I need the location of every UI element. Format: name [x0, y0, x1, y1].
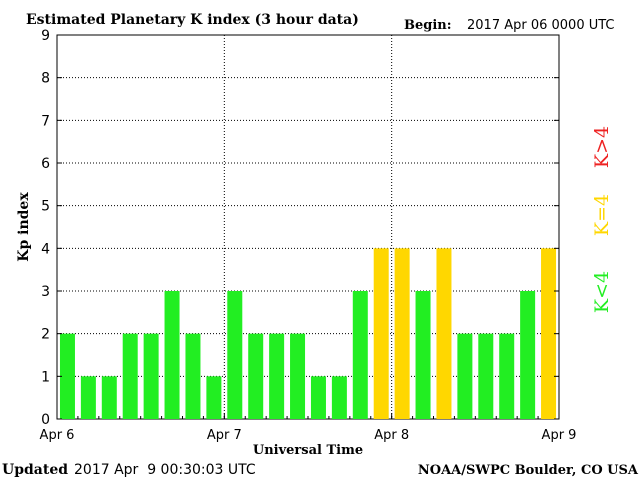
- y-tick-label: 9: [41, 28, 50, 44]
- kp-bar: [394, 248, 410, 419]
- x-axis-label: Universal Time: [253, 443, 363, 458]
- kp-bar: [143, 333, 159, 419]
- legend-equal-4: K=4: [591, 194, 613, 236]
- kp-bar: [227, 291, 243, 419]
- kp-bar: [331, 376, 347, 419]
- y-tick-label: 2: [41, 327, 50, 343]
- x-tick-label: Apr 6: [40, 428, 75, 443]
- kp-bar: [478, 333, 494, 419]
- kp-bar: [122, 333, 138, 419]
- kp-bar: [436, 248, 452, 419]
- kp-bar: [520, 291, 536, 419]
- kp-bar: [80, 376, 96, 419]
- kp-bar: [248, 333, 264, 419]
- kp-bar: [59, 333, 75, 419]
- source-credit: NOAA/SWPC Boulder, CO USA: [418, 463, 639, 478]
- kp-bar: [185, 333, 201, 419]
- begin-value: 2017 Apr 06 0000 UTC: [467, 18, 615, 33]
- y-tick-label: 5: [41, 199, 50, 215]
- legend-above-4: K>4: [591, 126, 613, 168]
- x-ticks: Apr 6 Apr 7 Apr 8 Apr 9: [40, 413, 577, 443]
- kp-bar: [101, 376, 117, 419]
- kp-bar: [373, 248, 389, 419]
- kp-bar: [310, 376, 326, 419]
- updated-label: Updated: [2, 462, 68, 478]
- legend-below-4: K<4: [591, 271, 613, 313]
- y-axis-label: Kp index: [16, 192, 32, 262]
- updated-value: 2017 Apr 9 00:30:03 UTC: [74, 462, 256, 478]
- chart-title: Estimated Planetary K index (3 hour data…: [26, 12, 359, 28]
- y-tick-label: 7: [41, 113, 50, 129]
- begin-label: Begin:: [404, 18, 452, 33]
- y-tick-label: 6: [41, 156, 50, 172]
- kp-bar: [541, 248, 557, 419]
- kp-bar: [352, 291, 368, 419]
- x-tick-label: Apr 7: [207, 428, 242, 443]
- kp-bar: [457, 333, 473, 419]
- y-tick-label: 1: [41, 369, 50, 385]
- x-tick-label: Apr 8: [374, 428, 409, 443]
- kp-bar: [269, 333, 285, 419]
- kp-bar: [164, 291, 180, 419]
- y-tick-label: 0: [41, 412, 50, 428]
- gridlines: [57, 35, 559, 419]
- x-tick-label: Apr 9: [542, 428, 577, 443]
- bars: [59, 248, 557, 419]
- kp-bar: [290, 333, 306, 419]
- y-ticks: 0 1 2 3 4 5 6 7 8 9: [41, 28, 559, 428]
- y-tick-label: 8: [41, 71, 50, 87]
- kp-bar: [206, 376, 222, 419]
- kp-bar: [415, 291, 431, 419]
- kp-bar: [499, 333, 515, 419]
- y-tick-label: 3: [41, 284, 50, 300]
- y-tick-label: 4: [41, 241, 50, 257]
